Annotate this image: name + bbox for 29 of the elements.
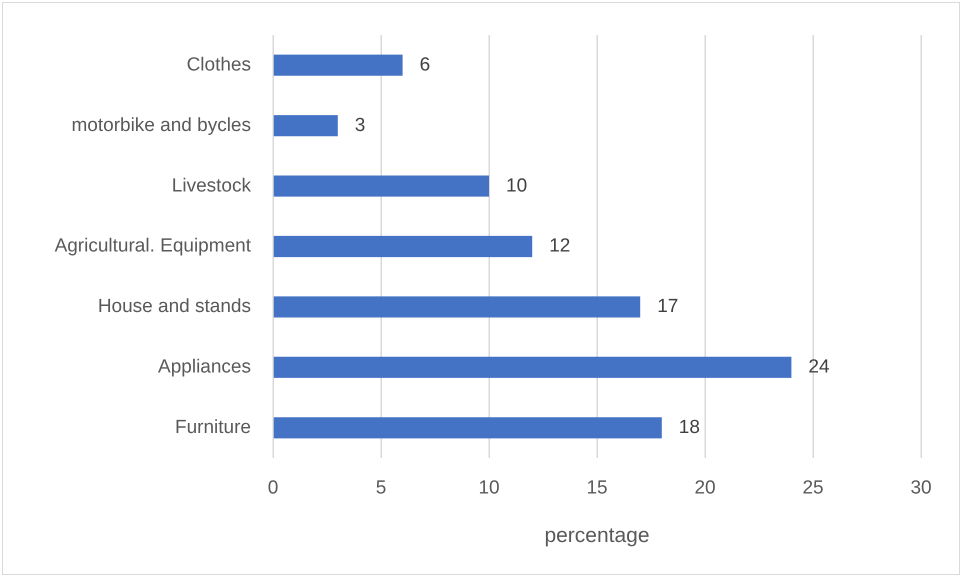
- y-tick-label: Clothes: [186, 54, 251, 76]
- x-tick-label: 15: [586, 478, 608, 499]
- data-label: 18: [678, 417, 700, 438]
- x-tick-label: 25: [802, 478, 824, 499]
- y-tick-label: motorbike and bycles: [71, 114, 251, 136]
- data-label: 10: [506, 175, 528, 196]
- x-tick-label: 5: [376, 478, 386, 499]
- bar: [274, 296, 640, 318]
- y-tick-label: Agricultural. Equipment: [54, 236, 252, 257]
- bar: [274, 115, 338, 136]
- data-label: 12: [549, 236, 570, 257]
- bar: [274, 236, 532, 258]
- x-axis-title: percentage: [544, 524, 650, 548]
- y-tick-label: Livestock: [172, 175, 252, 196]
- data-label: 24: [808, 356, 830, 378]
- x-tick-label: 20: [694, 478, 716, 499]
- bar: [274, 417, 662, 438]
- data-label: 6: [420, 54, 430, 76]
- y-tick-label: Furniture: [174, 417, 251, 438]
- data-label: 17: [657, 296, 678, 318]
- y-tick-label: Appliances: [158, 356, 251, 378]
- bar: [274, 54, 403, 76]
- x-tick-label: 10: [478, 478, 500, 499]
- y-tick-label: House and stands: [98, 296, 251, 318]
- bar: [274, 175, 489, 197]
- x-tick-label: 30: [910, 478, 932, 499]
- bar: [274, 356, 792, 378]
- data-label: 3: [354, 114, 366, 136]
- x-tick-label: 0: [268, 478, 278, 499]
